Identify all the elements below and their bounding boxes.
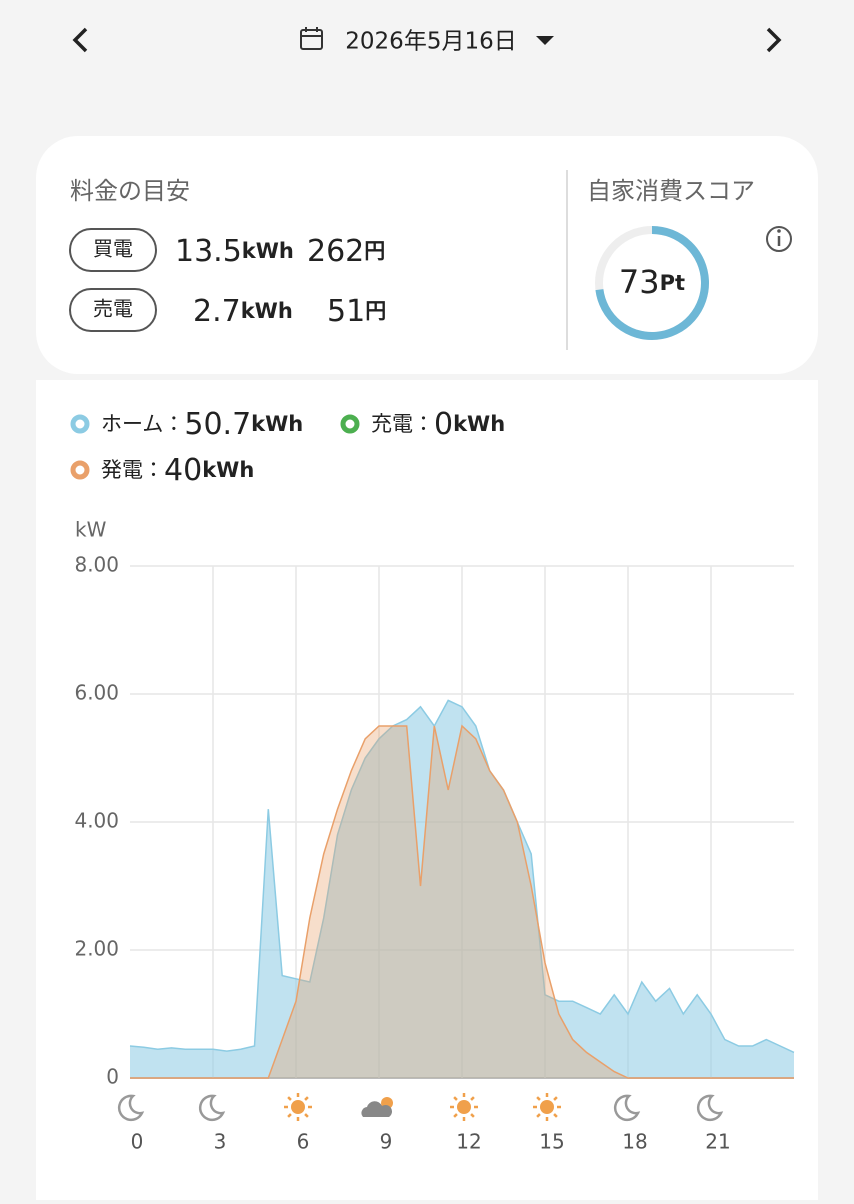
area-line: [130, 724, 794, 1079]
legend-entry: 発電：40kWh: [101, 453, 254, 488]
legend-entry: 充電：0kWh: [371, 407, 505, 442]
legend-name: ホーム: [101, 412, 163, 436]
x-tick-label: 9: [380, 1130, 393, 1154]
legend-unit: kWh: [202, 458, 254, 482]
sun-ray: [304, 1096, 309, 1101]
sun-ray: [553, 1113, 558, 1118]
moon-icon: [198, 1094, 226, 1122]
legend-total: 50.7: [184, 407, 251, 442]
moon-icon: [613, 1094, 641, 1122]
cloud-icon: [361, 1101, 393, 1117]
next-day[interactable]: [766, 27, 782, 53]
x-tick-label: 3: [214, 1130, 227, 1154]
y-tick-label: 0: [106, 1065, 119, 1089]
score-value: 73: [619, 263, 660, 301]
score-title: 自家消費スコア: [587, 177, 755, 205]
y-axis-label: kW: [75, 518, 107, 542]
info-icon[interactable]: [766, 226, 792, 252]
sun-ray: [304, 1113, 309, 1118]
sun-ray: [453, 1113, 458, 1118]
area-line: [129, 699, 795, 1054]
legend-sep: ：: [413, 412, 434, 436]
legend-marker: [340, 414, 360, 434]
x-tick-label: 6: [297, 1130, 310, 1154]
x-tick-label: 21: [705, 1130, 730, 1154]
sun-icon: [291, 1100, 305, 1114]
moon-icon: [696, 1094, 724, 1122]
kwh-amount: 13.5kWh: [175, 234, 294, 269]
pill: [69, 288, 157, 332]
area-fill: [130, 726, 794, 1078]
score-text: 73Pt: [619, 263, 685, 301]
y-tick-label: 8.00: [74, 553, 119, 577]
date[interactable]: 2026年5月16日: [345, 29, 516, 55]
kwh-unit: kWh: [241, 299, 293, 323]
x-tick-label: 0: [131, 1130, 144, 1154]
x-tick-label: 12: [456, 1130, 481, 1154]
pill: [69, 228, 157, 272]
sun-ray: [470, 1096, 475, 1101]
kwh-amount: 2.7kWh: [193, 294, 293, 329]
legend-marker: [70, 414, 90, 434]
yen-value: 262: [307, 234, 364, 269]
legend-total: 0: [434, 407, 453, 442]
y-tick-label: 4.00: [74, 809, 119, 833]
legend-entry: ホーム：50.7kWh: [101, 407, 303, 442]
sun-ray: [453, 1096, 458, 1101]
sun-icon: [457, 1100, 471, 1114]
sun-ray: [536, 1113, 541, 1118]
sun-ray: [553, 1096, 558, 1101]
prev-day[interactable]: [72, 27, 88, 53]
yen-unit: 円: [365, 299, 386, 323]
yen-amount: 51円: [327, 294, 386, 329]
x-tick-label: 18: [622, 1130, 647, 1154]
yen-value: 51: [327, 294, 365, 329]
yen-unit: 円: [364, 239, 385, 263]
legend-name: 発電: [101, 458, 143, 482]
score-unit: Pt: [660, 271, 685, 295]
kwh-value: 13.5: [175, 234, 242, 269]
legend-total: 40: [164, 453, 202, 488]
sun-icon: [540, 1100, 554, 1114]
y-tick-label: 2.00: [74, 937, 119, 961]
yen-amount: 262円: [307, 234, 385, 269]
legend-sep: ：: [143, 458, 164, 482]
kwh-unit: kWh: [242, 239, 294, 263]
summary-card: [36, 136, 818, 374]
sun-ray: [470, 1113, 475, 1118]
legend-sep: ：: [163, 412, 184, 436]
pill-label: 買電: [93, 237, 133, 261]
score-arc: [595, 226, 709, 340]
moon-icon: [117, 1094, 145, 1122]
sun-ray: [287, 1096, 292, 1101]
legend-marker: [70, 460, 90, 480]
pill-label: 売電: [93, 297, 133, 321]
legend-unit: kWh: [453, 412, 505, 436]
y-tick-label: 6.00: [74, 681, 119, 705]
legend-name: 充電: [371, 412, 413, 436]
area-fill: [130, 700, 794, 1078]
x-tick-label: 15: [539, 1130, 564, 1154]
calendar-icon: [300, 27, 323, 50]
legend-unit: kWh: [251, 412, 303, 436]
sun-ray: [287, 1113, 292, 1118]
summary-title: 料金の目安: [70, 177, 190, 205]
date-dropdown[interactable]: [536, 36, 554, 45]
kwh-value: 2.7: [193, 294, 241, 329]
sun-ray: [536, 1096, 541, 1101]
